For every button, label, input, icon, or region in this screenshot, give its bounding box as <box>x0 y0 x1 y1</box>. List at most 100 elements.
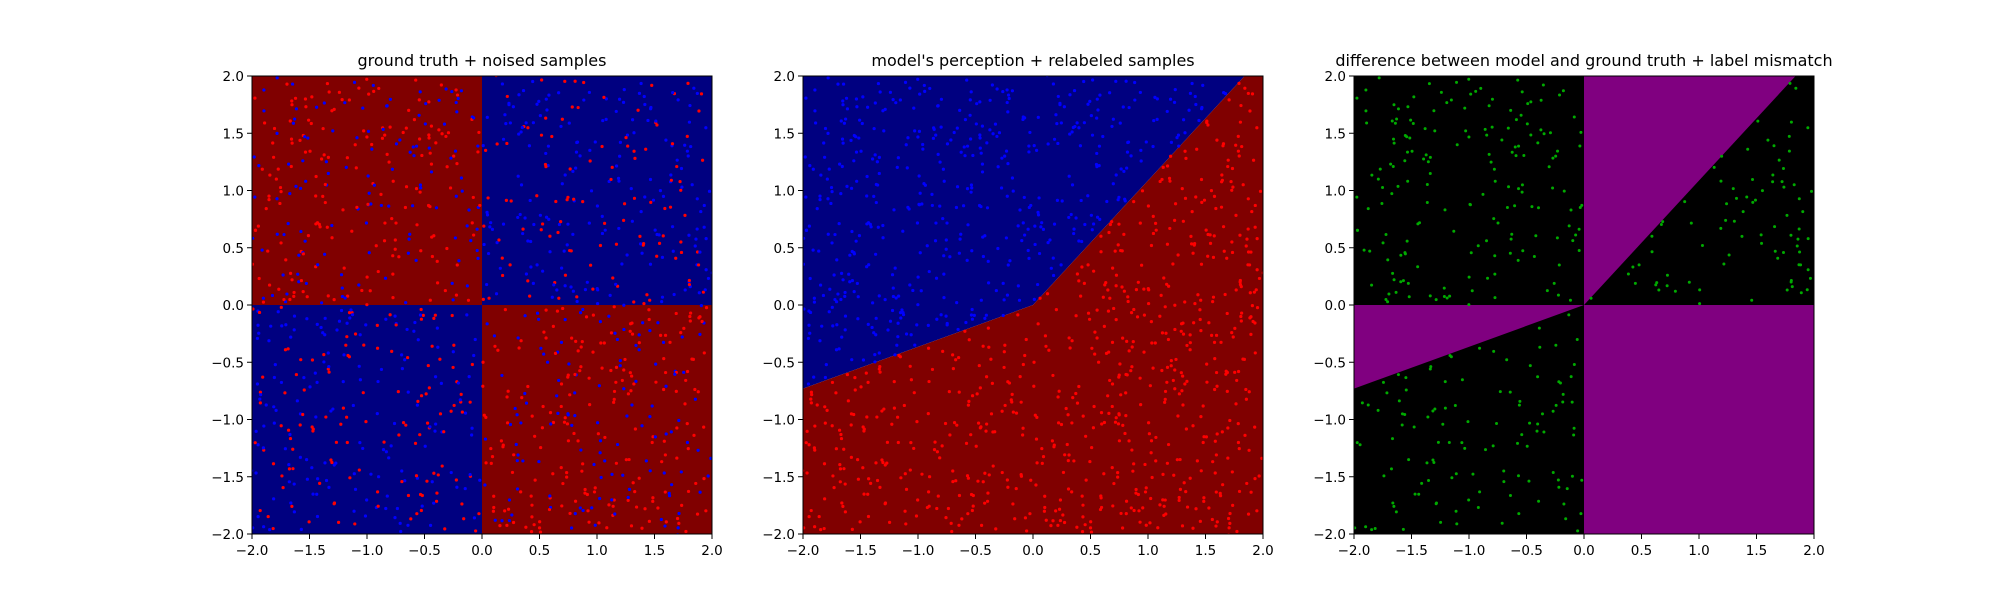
sample-point <box>659 517 663 522</box>
sample-point <box>523 391 527 396</box>
sample-point <box>424 392 428 396</box>
sample-point <box>301 252 305 256</box>
sample-point <box>306 234 311 238</box>
sample-point <box>515 459 519 463</box>
sample-point <box>835 258 839 262</box>
sample-point <box>1110 220 1114 224</box>
mismatch-point <box>1368 249 1372 253</box>
sample-point <box>941 167 945 171</box>
sample-point <box>1208 233 1212 237</box>
mismatch-point <box>1373 527 1377 531</box>
sample-point <box>419 307 423 312</box>
sample-point <box>651 435 655 439</box>
mismatch-point <box>1509 108 1513 112</box>
sample-point <box>1214 370 1219 375</box>
sample-point <box>1098 93 1102 97</box>
sample-point <box>881 460 885 465</box>
sample-point <box>707 189 712 193</box>
sample-point <box>1081 503 1085 507</box>
sample-point <box>440 132 444 136</box>
sample-point <box>579 448 583 452</box>
sample-point <box>1160 177 1164 182</box>
sample-point <box>432 501 436 505</box>
sample-point <box>1023 353 1027 358</box>
sample-point <box>981 254 985 259</box>
sample-point <box>1214 524 1218 528</box>
sample-point <box>440 464 444 468</box>
sample-point <box>702 225 706 229</box>
sample-point <box>1088 526 1093 530</box>
sample-point <box>639 81 643 86</box>
sample-point <box>679 331 683 335</box>
sample-point <box>481 144 485 148</box>
mismatch-point <box>1510 150 1514 154</box>
mismatch-point <box>1476 506 1480 510</box>
sample-point <box>1124 413 1128 418</box>
x-tick-label: −0.5 <box>1510 543 1543 559</box>
sample-point <box>419 394 424 398</box>
sample-point <box>351 403 355 408</box>
mismatch-point <box>1400 412 1404 416</box>
sample-point <box>339 422 343 426</box>
sample-point <box>642 242 646 246</box>
sample-point <box>818 197 822 202</box>
sample-point <box>686 81 690 85</box>
sample-point <box>383 133 387 137</box>
sample-point <box>257 164 261 168</box>
mismatch-point <box>1797 227 1801 231</box>
sample-point <box>839 436 844 441</box>
sample-point <box>425 421 430 425</box>
sample-point <box>1249 490 1253 494</box>
mismatch-point <box>1381 241 1385 245</box>
sample-point <box>538 530 543 534</box>
sample-point <box>548 411 553 415</box>
sample-point <box>387 204 391 208</box>
sample-point <box>934 133 938 137</box>
sample-point <box>565 471 569 475</box>
mismatch-point <box>1410 149 1414 153</box>
mismatch-point <box>1577 227 1581 231</box>
sample-point <box>1163 400 1167 404</box>
sample-point <box>872 194 876 198</box>
mismatch-point <box>1659 223 1663 227</box>
sample-point <box>555 288 559 292</box>
sample-point <box>876 81 881 86</box>
sample-point <box>334 440 339 444</box>
mismatch-point <box>1732 219 1736 223</box>
mismatch-point <box>1401 279 1405 283</box>
sample-point <box>290 103 294 107</box>
sample-point <box>623 357 627 362</box>
sample-point <box>362 343 366 347</box>
sample-point <box>1255 126 1259 130</box>
sample-point <box>938 204 942 208</box>
sample-point <box>595 421 600 425</box>
sample-point <box>643 507 647 511</box>
sample-point <box>294 107 299 111</box>
sample-point <box>1153 341 1157 345</box>
sample-point <box>909 441 913 445</box>
sample-point <box>818 194 822 198</box>
sample-point <box>613 512 617 516</box>
sample-point <box>1237 489 1242 494</box>
mismatch-point <box>1425 201 1429 205</box>
sample-point <box>956 327 960 332</box>
sample-point <box>523 314 527 318</box>
mismatch-point <box>1538 345 1542 349</box>
sample-point <box>805 429 809 433</box>
x-tick-label: −2.0 <box>236 543 269 559</box>
sample-point <box>267 194 271 198</box>
sample-point <box>1199 262 1204 266</box>
mismatch-point <box>1698 302 1702 306</box>
sample-point <box>1228 521 1232 525</box>
sample-point <box>861 466 865 470</box>
sample-point <box>1116 422 1121 426</box>
sample-point <box>286 347 290 351</box>
sample-point <box>916 275 920 279</box>
sample-point <box>290 82 295 86</box>
sample-point <box>1021 426 1025 430</box>
mismatch-point <box>1502 480 1506 484</box>
sample-point <box>698 490 702 494</box>
sample-point <box>463 411 468 415</box>
sample-point <box>1036 115 1040 119</box>
region-red <box>482 305 712 534</box>
